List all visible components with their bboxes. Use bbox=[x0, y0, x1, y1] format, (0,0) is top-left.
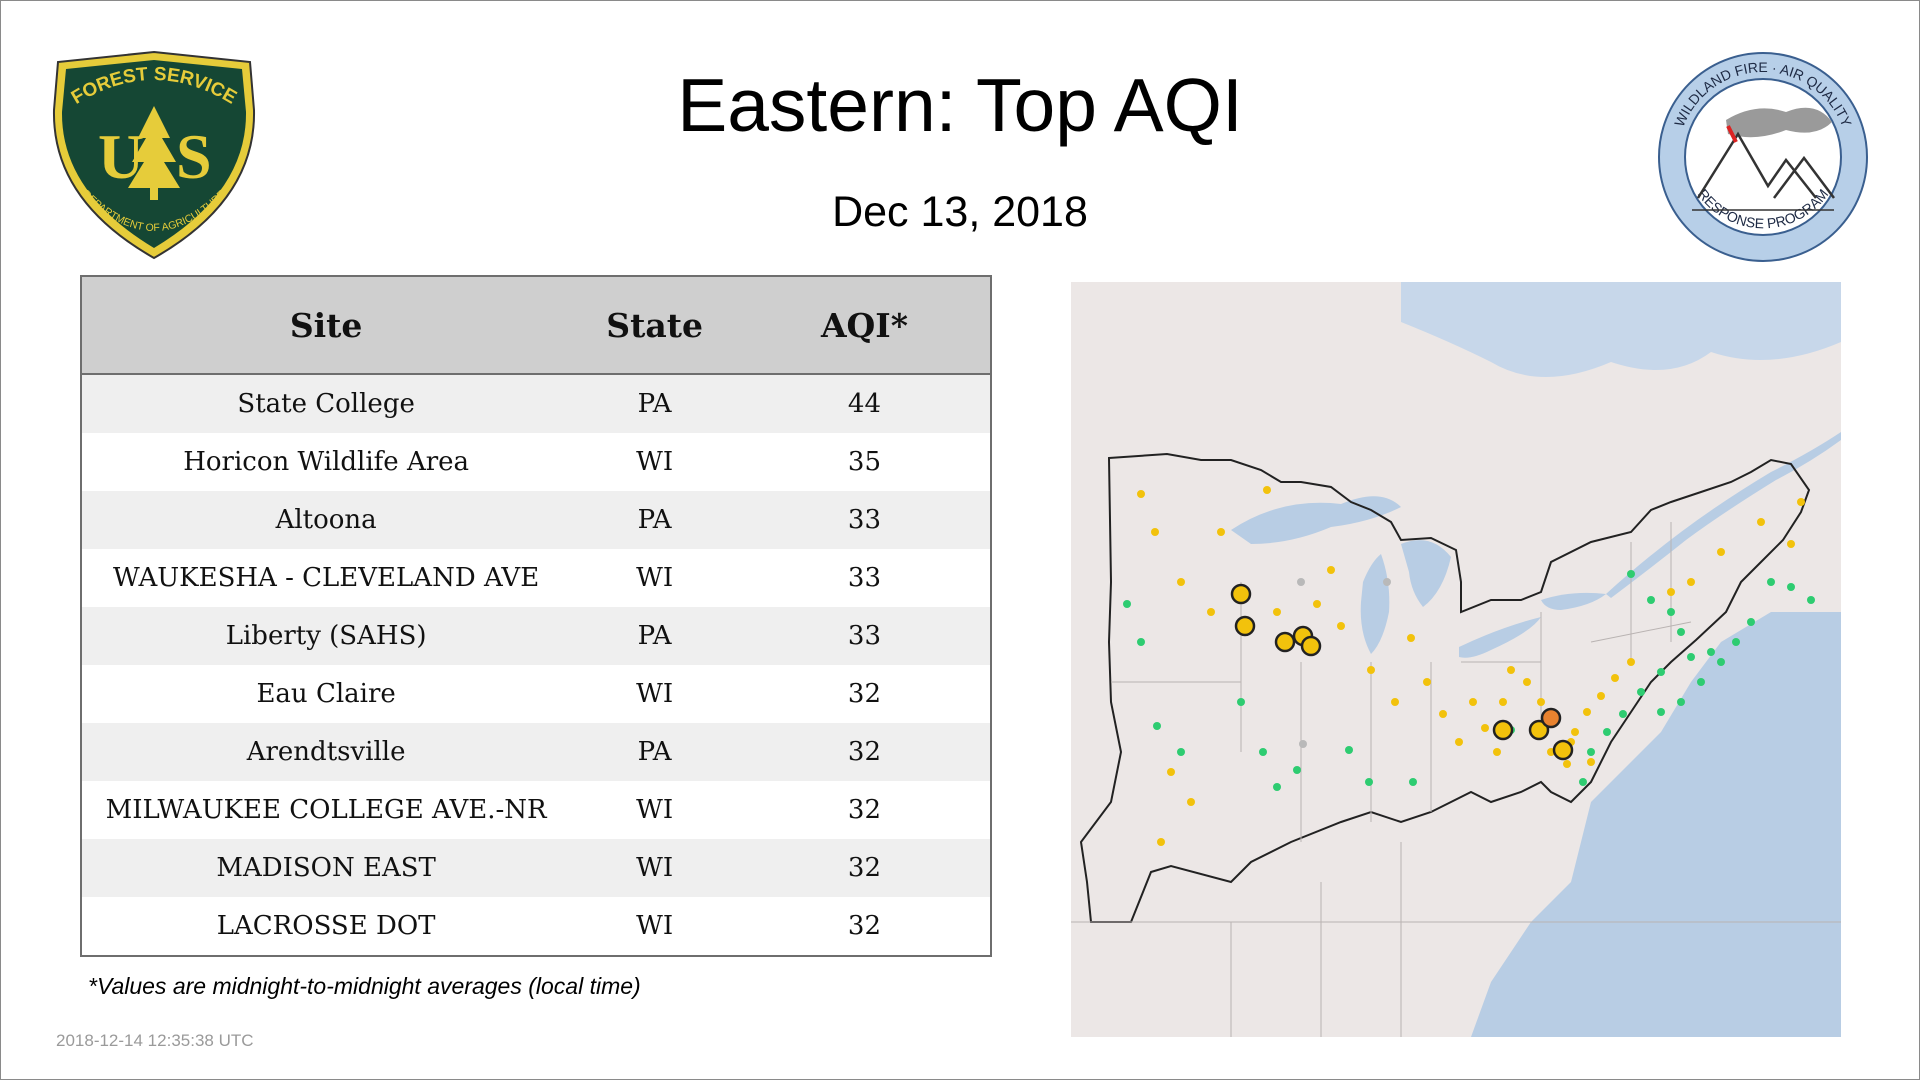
state-cell: WI bbox=[570, 549, 739, 607]
lake-michigan bbox=[1360, 554, 1390, 654]
column-header-state: State bbox=[570, 276, 739, 375]
page-title: Eastern: Top AQI bbox=[677, 63, 1243, 147]
state-cell: PA bbox=[570, 374, 739, 433]
site-cell: Eau Claire bbox=[81, 665, 571, 723]
table-footnote: *Values are midnight-to-midnight average… bbox=[88, 973, 641, 999]
hudson-bay bbox=[1401, 282, 1841, 377]
table-row: Eau Claire WI 32 bbox=[81, 665, 991, 723]
table-row: Horicon Wildlife Area WI 35 bbox=[81, 433, 991, 491]
forest-service-logo: FOREST SERVICE U S DEPARTMENT OF AGRICUL… bbox=[52, 50, 256, 260]
aqi-cell: 32 bbox=[738, 781, 991, 839]
site-cell: MADISON EAST bbox=[81, 839, 571, 897]
state-cell: PA bbox=[570, 723, 739, 781]
aqi-cell: 33 bbox=[738, 549, 991, 607]
moderate-monitor-dots bbox=[1137, 486, 1805, 846]
state-cell: PA bbox=[570, 491, 739, 549]
aqi-cell: 33 bbox=[738, 491, 991, 549]
lake-huron bbox=[1401, 540, 1451, 607]
aqi-cell: 44 bbox=[738, 374, 991, 433]
st-lawrence-river bbox=[1606, 432, 1841, 598]
state-cell: WI bbox=[570, 781, 739, 839]
eastern-region-outline bbox=[1079, 452, 1811, 923]
top-aqi-table: Site State AQI* State College PA 44 Hori… bbox=[80, 275, 992, 957]
table-row: State College PA 44 bbox=[81, 374, 991, 433]
table-row: WAUKESHA - CLEVELAND AVE WI 33 bbox=[81, 549, 991, 607]
wildland-fire-air-quality-logo: WILDLAND FIRE · AIR QUALITY RESPONSE PRO… bbox=[1658, 52, 1868, 262]
table-row: Liberty (SAHS) PA 33 bbox=[81, 607, 991, 665]
state-cell: WI bbox=[570, 897, 739, 956]
aqi-cell: 32 bbox=[738, 665, 991, 723]
site-cell: WAUKESHA - CLEVELAND AVE bbox=[81, 549, 571, 607]
aqi-cell: 35 bbox=[738, 433, 991, 491]
state-cell: WI bbox=[570, 665, 739, 723]
aqi-cell: 32 bbox=[738, 723, 991, 781]
lake-superior bbox=[1231, 496, 1401, 544]
site-cell: MILWAUKEE COLLEGE AVE.-NR bbox=[81, 781, 571, 839]
atlantic-ocean bbox=[1471, 612, 1841, 1037]
aqi-cell: 32 bbox=[738, 839, 991, 897]
top-aqi-site-markers bbox=[1230, 583, 1574, 761]
state-cell: PA bbox=[570, 607, 739, 665]
lake-erie bbox=[1459, 617, 1541, 658]
site-cell: Arendtsville bbox=[81, 723, 571, 781]
site-cell: Altoona bbox=[81, 491, 571, 549]
lake-ontario bbox=[1541, 592, 1606, 610]
svg-text:S: S bbox=[176, 121, 212, 192]
generated-timestamp: 2018-12-14 12:35:38 UTC bbox=[56, 1031, 254, 1050]
table-row: LACROSSE DOT WI 32 bbox=[81, 897, 991, 956]
state-cell: WI bbox=[570, 839, 739, 897]
site-cell: State College bbox=[81, 374, 571, 433]
report-date: Dec 13, 2018 bbox=[832, 188, 1088, 236]
state-borders bbox=[1071, 522, 1841, 1037]
site-cell: LACROSSE DOT bbox=[81, 897, 571, 956]
table-header-row: Site State AQI* bbox=[81, 276, 991, 375]
column-header-site: Site bbox=[81, 276, 571, 375]
aqi-cell: 32 bbox=[738, 897, 991, 956]
table-row: Altoona PA 33 bbox=[81, 491, 991, 549]
site-cell: Liberty (SAHS) bbox=[81, 607, 571, 665]
table-row: MADISON EAST WI 32 bbox=[81, 839, 991, 897]
column-header-aqi: AQI* bbox=[738, 276, 991, 375]
aqi-monitor-map bbox=[1071, 282, 1841, 1037]
no-data-monitor-dots bbox=[1297, 578, 1391, 748]
state-cell: WI bbox=[570, 433, 739, 491]
site-cell: Horicon Wildlife Area bbox=[81, 433, 571, 491]
table-row: Arendtsville PA 32 bbox=[81, 723, 991, 781]
table-row: MILWAUKEE COLLEGE AVE.-NR WI 32 bbox=[81, 781, 991, 839]
aqi-cell: 33 bbox=[738, 607, 991, 665]
